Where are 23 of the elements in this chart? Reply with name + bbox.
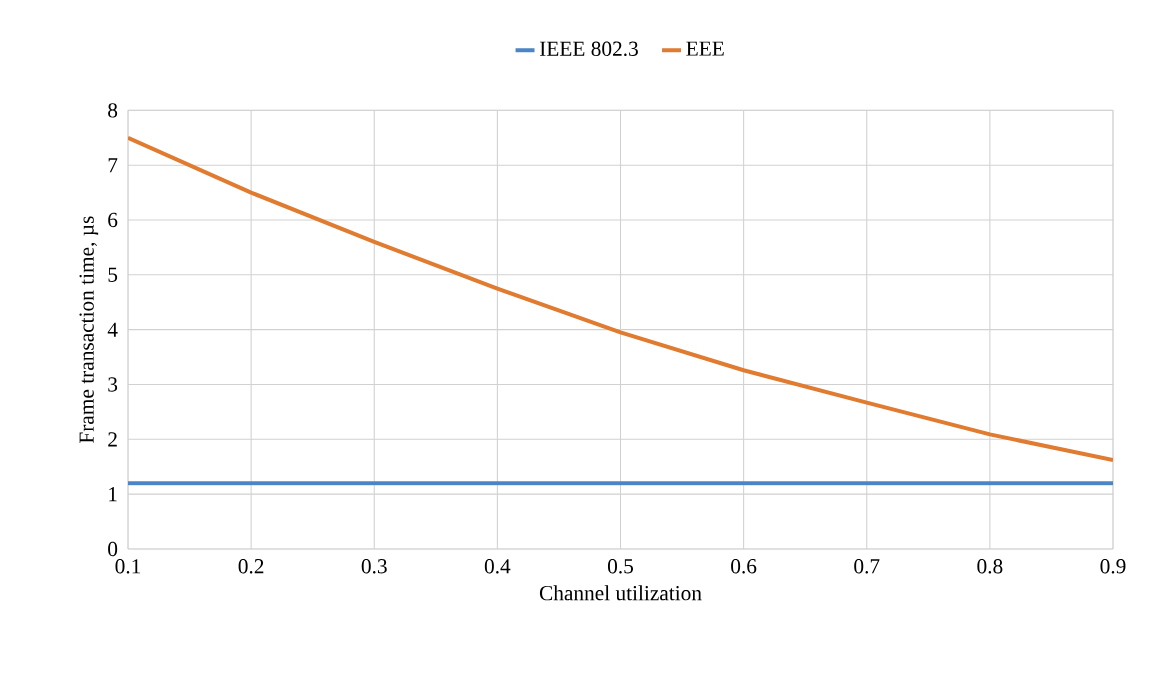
x-axis-title: Channel utilization [539, 585, 702, 601]
x-tick-label: 0.9 [1100, 559, 1126, 574]
y-tick-label: 2 [108, 432, 117, 447]
x-tick-label: 0.8 [977, 559, 1003, 574]
y-tick-label: 7 [108, 158, 118, 173]
x-tick-label: 0.2 [238, 559, 264, 574]
x-tick-label: 0.7 [854, 559, 880, 574]
line-series [128, 135, 1113, 463]
x-tick-label: 0.3 [361, 559, 387, 574]
x-tick-label: 0.6 [731, 559, 757, 574]
y-tick-label: 6 [108, 212, 118, 228]
legend-label: EEE [686, 41, 724, 56]
y-axis-title: Frame transaction time, µs [79, 216, 99, 444]
legend-label: IEEE 802.3 [539, 41, 638, 57]
x-tick-label: 0.5 [607, 559, 633, 574]
y-tick-label: 0 [108, 541, 118, 557]
y-tick-label: 8 [108, 103, 118, 118]
x-tick-label: 0.1 [115, 559, 141, 574]
y-tick-label: 3 [108, 377, 118, 392]
x-tick-label: 0.4 [484, 559, 511, 574]
y-tick-label: 4 [107, 322, 118, 337]
y-tick-label: 5 [108, 267, 118, 282]
y-tick-label: 1 [109, 487, 117, 502]
